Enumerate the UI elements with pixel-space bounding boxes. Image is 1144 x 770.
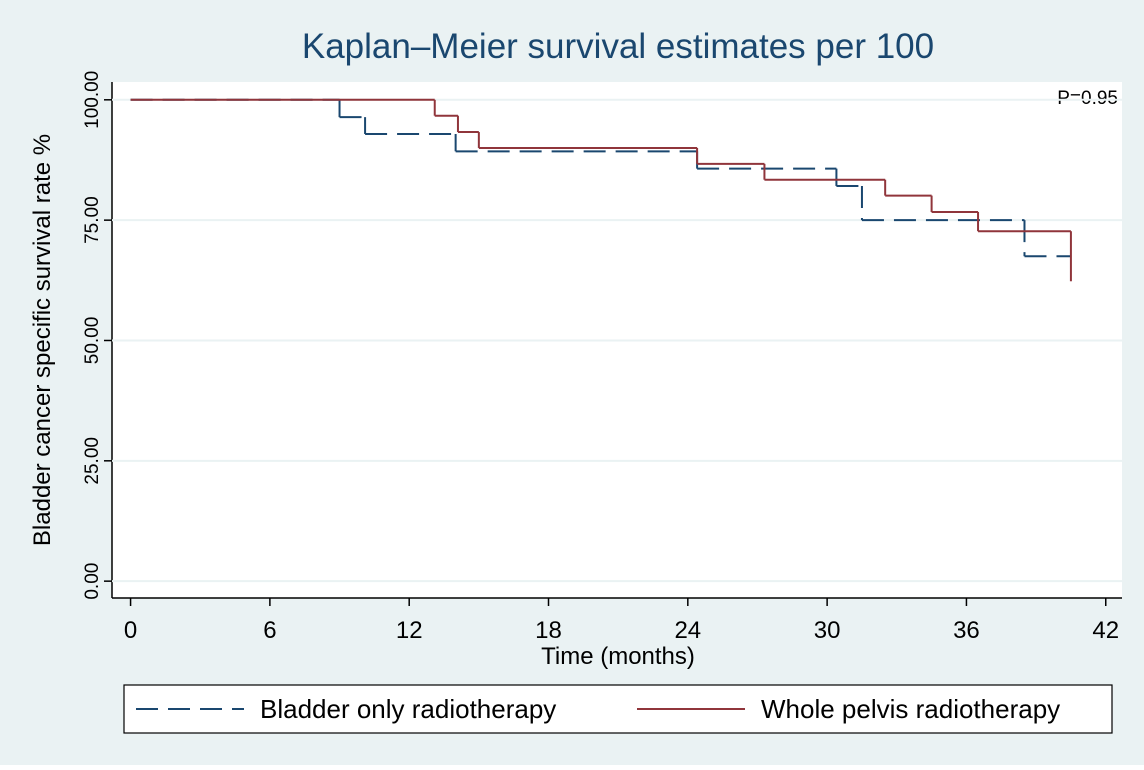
y-tick-label: 25.00 xyxy=(82,437,103,485)
chart-title: Kaplan–Meier survival estimates per 100 xyxy=(302,27,934,66)
y-tick-label: 0.00 xyxy=(82,563,103,600)
x-tick-label: 6 xyxy=(263,617,276,644)
x-tick-label: 12 xyxy=(396,617,423,644)
y-axis-title: Bladder cancer specific survival rate % xyxy=(29,134,56,546)
legend-label: Whole pelvis radiotherapy xyxy=(761,694,1060,724)
x-tick-label: 0 xyxy=(124,617,137,644)
x-tick-label: 36 xyxy=(953,617,980,644)
x-tick-label: 18 xyxy=(535,617,562,644)
y-tick-label: 50.00 xyxy=(82,317,103,365)
annotation: P=0.95 xyxy=(1057,88,1118,109)
x-tick-label: 30 xyxy=(814,617,841,644)
y-tick-label: 75.00 xyxy=(82,196,103,244)
x-tick-label: 42 xyxy=(1092,617,1119,644)
x-axis-title: Time (months) xyxy=(541,643,695,670)
legend-label: Bladder only radiotherapy xyxy=(260,694,556,724)
y-tick-label: 100.00 xyxy=(82,71,103,129)
legend xyxy=(123,684,1113,734)
x-tick-label: 24 xyxy=(674,617,701,644)
